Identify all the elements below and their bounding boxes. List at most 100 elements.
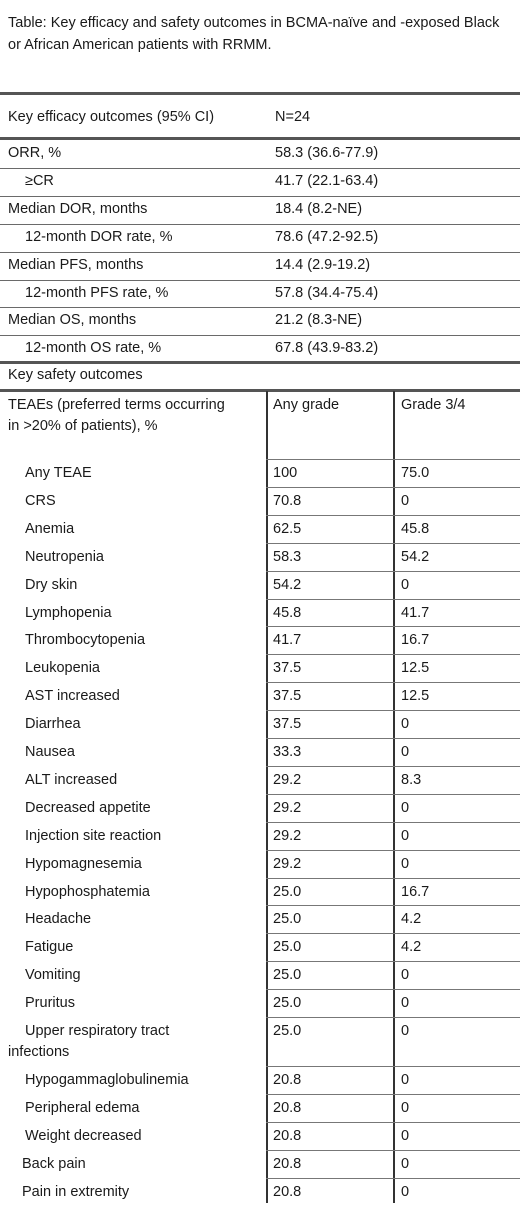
safety-row-grade34: 12.5: [401, 688, 430, 705]
safety-row-grade34: 41.7: [401, 604, 430, 621]
safety-row-label: Lymphopenia: [25, 604, 112, 621]
safety-row-grade34: 0: [401, 967, 410, 984]
safety-header-any-grade: Any grade: [273, 397, 340, 413]
safety-row-label: Back pain: [22, 1155, 86, 1172]
safety-row-separator: [266, 989, 520, 991]
safety-row-separator: [266, 793, 520, 795]
safety-row-grade34: 0: [401, 1155, 410, 1172]
safety-row-any-grade: 25.0: [273, 911, 302, 928]
safety-row-any-grade: 37.5: [273, 688, 302, 705]
safety-row-separator: [266, 654, 520, 656]
safety-row-any-grade: 29.2: [273, 799, 302, 816]
safety-section-title: Key safety outcomes: [8, 367, 143, 383]
safety-row-label: Neutropenia: [25, 548, 104, 565]
safety-row-separator: [266, 1017, 520, 1018]
safety-row-grade34: 4.2: [401, 939, 422, 956]
efficacy-row-label: Median PFS, months: [8, 256, 144, 273]
safety-row-any-grade: 100: [273, 465, 298, 481]
safety-section-rule: [0, 361, 520, 364]
safety-row-label: Peripheral edema: [25, 1099, 140, 1116]
safety-row-label: Weight decreased: [25, 1127, 142, 1144]
safety-row-any-grade: 25.0: [273, 1023, 302, 1039]
efficacy-header-rule: [0, 137, 520, 140]
safety-row-label: Anemia: [25, 520, 75, 537]
safety-row-label: Hypomagnesemia: [25, 855, 142, 872]
safety-row-label: Fatigue: [25, 939, 74, 956]
efficacy-row-separator: [0, 307, 520, 309]
safety-row-grade34: 0: [401, 1072, 410, 1088]
safety-row-separator: [266, 905, 520, 907]
efficacy-row-value: 57.8 (34.4-75.4): [275, 284, 379, 301]
efficacy-row-value: 78.6 (47.2-92.5): [275, 228, 379, 245]
safety-row-label: Nausea: [25, 744, 75, 760]
table-caption: Table: Key efficacy and safety outcomes …: [8, 15, 500, 53]
safety-row-grade34: 45.8: [401, 520, 430, 537]
safety-row-separator: [266, 514, 520, 516]
efficacy-row-separator: [0, 195, 520, 197]
safety-row-label: ALT increased: [25, 771, 118, 788]
safety-row-separator: [266, 738, 520, 739]
efficacy-header-n: N=24: [275, 109, 311, 125]
efficacy-row-value: 41.7 (22.1-63.4): [275, 172, 379, 189]
safety-row-separator: [266, 1121, 520, 1123]
safety-row-separator: [266, 682, 520, 684]
safety-row-separator: [266, 1066, 520, 1067]
safety-row-grade34: 0: [401, 1099, 410, 1116]
safety-row-label: Diarrhea: [25, 716, 81, 733]
efficacy-row-label: 12-month DOR rate, %: [25, 228, 173, 245]
safety-row-grade34: 75.0: [401, 465, 430, 481]
safety-row-any-grade: 33.3: [273, 744, 302, 760]
safety-row-label: Pain in extremity: [22, 1183, 130, 1200]
efficacy-header-label: Key efficacy outcomes (95% CI): [8, 109, 215, 125]
safety-row-any-grade: 54.2: [273, 576, 302, 593]
safety-row-any-grade: 29.2: [273, 771, 302, 788]
safety-row-label: Upper respiratory tract: [25, 1023, 170, 1039]
safety-row-label: Dry skin: [25, 576, 78, 593]
safety-row-grade34: 8.3: [401, 771, 422, 788]
safety-row-any-grade: 20.8: [273, 1072, 302, 1088]
efficacy-row-separator: [0, 279, 520, 281]
safety-row-any-grade: 29.2: [273, 855, 302, 872]
safety-row-grade34: 0: [401, 799, 410, 816]
safety-row-any-grade: 25.0: [273, 967, 302, 984]
safety-row-any-grade: 29.2: [273, 827, 302, 844]
efficacy-row-label: Median OS, months: [8, 312, 137, 329]
column-divider-2: [393, 391, 395, 1203]
safety-row-any-grade: 20.8: [273, 1099, 302, 1116]
safety-row-label: Pruritus: [25, 995, 75, 1012]
safety-header-grade34: Grade 3/4: [401, 397, 466, 413]
safety-row-separator: [266, 1149, 520, 1151]
safety-row-any-grade: 37.5: [273, 660, 302, 677]
safety-row-any-grade: 25.0: [273, 995, 302, 1012]
safety-row-separator: [266, 877, 520, 879]
safety-row-any-grade: 20.8: [273, 1183, 302, 1200]
safety-row-grade34: 0: [401, 1127, 410, 1144]
safety-row-grade34: 16.7: [401, 883, 430, 900]
safety-row-grade34: 0: [401, 576, 410, 593]
top-rule: [0, 92, 520, 95]
safety-row-grade34: 0: [401, 827, 410, 844]
safety-header-bottom-line: [266, 459, 520, 460]
safety-row-grade34: 0: [401, 855, 410, 872]
safety-row-separator: [266, 1177, 520, 1179]
efficacy-row-value: 18.4 (8.2-NE): [275, 200, 363, 217]
efficacy-row-value: 21.2 (8.3-NE): [275, 312, 363, 329]
safety-row-separator: [266, 933, 520, 935]
safety-row-grade34: 54.2: [401, 548, 430, 565]
safety-row-separator: [266, 1093, 520, 1095]
efficacy-row-separator: [0, 223, 520, 225]
safety-row-any-grade: 58.3: [273, 548, 302, 565]
efficacy-row-value: 67.8 (43.9-83.2): [275, 340, 379, 357]
safety-header-label-line1: TEAEs (preferred terms occurring: [8, 397, 225, 413]
safety-row-grade34: 0: [401, 744, 410, 760]
safety-row-label: Hypophosphatemia: [25, 883, 150, 900]
efficacy-row-separator: [0, 335, 520, 337]
safety-row-label: Decreased appetite: [25, 799, 151, 816]
safety-row-separator: [266, 598, 520, 600]
safety-header-rule: [0, 389, 520, 392]
safety-row-any-grade: 45.8: [273, 604, 302, 621]
safety-row-label: Any TEAE: [25, 465, 92, 481]
efficacy-row-label: ORR, %: [8, 145, 62, 161]
safety-row-separator: [266, 765, 520, 767]
safety-row-separator: [266, 961, 520, 963]
